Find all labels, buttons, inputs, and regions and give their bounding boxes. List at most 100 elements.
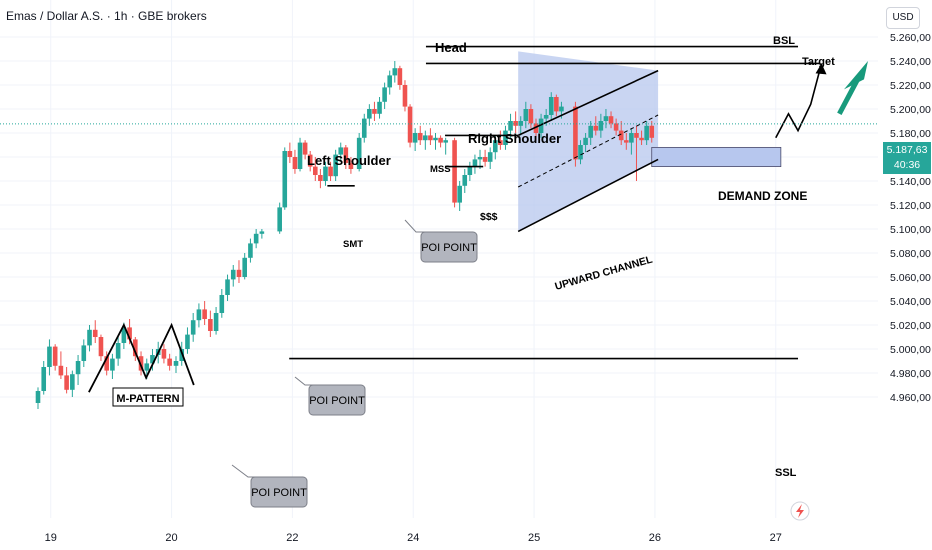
candle-body xyxy=(242,257,247,277)
currency-button[interactable]: USD xyxy=(886,7,920,29)
y-tick-label: 5.080,00 xyxy=(890,248,931,260)
candle-body xyxy=(498,140,503,145)
candle-body xyxy=(402,85,408,107)
candle-body xyxy=(438,137,443,143)
y-tick-label: 4.980,00 xyxy=(890,368,931,380)
candle-body xyxy=(81,345,87,361)
candle-body xyxy=(277,207,282,232)
candle-body xyxy=(508,121,513,131)
candle-body xyxy=(538,118,544,133)
candle-body xyxy=(328,166,333,177)
left-shoulder-label: Left Shoulder xyxy=(307,153,391,168)
y-tick-label: 5.040,00 xyxy=(890,296,931,308)
candle-body xyxy=(644,125,649,141)
candle-body xyxy=(559,106,564,112)
upward-channel-label: UPWARD CHANNEL xyxy=(554,253,655,293)
candle-body xyxy=(412,133,418,143)
y-tick-label: 5.020,00 xyxy=(890,320,931,332)
poi-pointer-2 xyxy=(294,376,320,386)
candle-body xyxy=(282,151,288,208)
candle-body xyxy=(608,116,614,124)
m-pattern-box xyxy=(112,387,184,407)
candle-body xyxy=(603,116,609,121)
candle-body xyxy=(382,87,387,102)
channel-bottom-line xyxy=(517,158,659,233)
candle-body xyxy=(397,68,403,85)
current-price-tag: 5.187,63 40:36 xyxy=(883,142,931,174)
candle-body xyxy=(513,121,518,126)
candle-body xyxy=(392,68,398,76)
channel-mid-line xyxy=(517,114,659,188)
poi-pointer-3 xyxy=(231,464,262,478)
candle-body xyxy=(457,185,462,203)
candle-body xyxy=(302,142,308,155)
candle-body xyxy=(173,361,179,366)
candle-body xyxy=(64,375,69,390)
projection-arrow-head xyxy=(815,63,827,75)
candle-body xyxy=(487,152,493,162)
x-tick-label: 26 xyxy=(649,532,661,544)
poi-box xyxy=(308,384,366,416)
x-tick-label: 22 xyxy=(286,532,298,544)
y-tick-label: 5.120,00 xyxy=(890,200,931,212)
symbol-title: Emas / Dollar A.S. · 1h · GBE brokers xyxy=(6,9,207,23)
projection-path xyxy=(775,63,823,139)
right-shoulder-label: Right Shoulder xyxy=(468,131,561,146)
candle-body xyxy=(248,243,253,258)
candle-body xyxy=(372,109,377,114)
candle-body xyxy=(312,166,318,175)
candle-body xyxy=(629,133,634,143)
candle-body xyxy=(588,125,593,138)
candle-body xyxy=(75,361,81,375)
candle-body xyxy=(225,279,230,295)
demand-zone-label: DEMAND ZONE xyxy=(718,189,807,203)
candle-body xyxy=(110,358,115,371)
channel-top-line xyxy=(517,69,659,137)
candle-body xyxy=(230,269,236,280)
candle-body xyxy=(583,137,588,145)
candle-body xyxy=(92,329,98,337)
candle-body xyxy=(208,319,213,331)
y-tick-label: 5.260,00 xyxy=(890,32,931,44)
candle-body xyxy=(423,135,428,141)
annotations: Head BSL Target Right Shoulder Left Shoulder… xyxy=(88,35,868,508)
candle-body xyxy=(593,125,599,131)
candle-body xyxy=(407,106,413,143)
poi-label: POI POINT xyxy=(421,242,477,254)
candle-body xyxy=(533,123,539,133)
candle-body xyxy=(161,349,167,359)
current-price-value: 5.187,63 xyxy=(886,144,928,156)
candle-body xyxy=(518,121,524,126)
candle-body xyxy=(58,365,64,376)
candle-body xyxy=(624,140,629,143)
candle-body xyxy=(613,123,619,131)
poi-box xyxy=(420,231,478,263)
zones xyxy=(518,51,782,232)
candle-body xyxy=(578,145,583,160)
y-tick-label: 5.240,00 xyxy=(890,56,931,68)
candle-body xyxy=(127,327,132,340)
bullish-arrow-shaft xyxy=(837,79,860,115)
poi-label: POI POINT xyxy=(251,487,307,499)
candle-body xyxy=(104,356,109,371)
poi-box xyxy=(250,476,308,508)
poi-point-box-2: POI POINT xyxy=(308,384,366,416)
candles xyxy=(35,61,655,409)
candle-body xyxy=(543,115,549,119)
candle-body xyxy=(253,233,259,244)
smt-label: SMT xyxy=(343,239,363,250)
m-pattern-zigzag xyxy=(88,322,195,393)
candle-body xyxy=(185,334,190,349)
candle-body xyxy=(472,159,478,167)
poi-point-box-3: POI POINT xyxy=(250,476,308,508)
candle-body xyxy=(52,346,58,366)
candle-body xyxy=(503,130,508,145)
candle-body xyxy=(598,121,604,131)
candle-body xyxy=(167,358,172,366)
candle-body xyxy=(356,137,362,169)
demand-zone-box xyxy=(651,146,782,167)
candle-body xyxy=(377,101,382,114)
candle-body xyxy=(482,157,488,162)
candle-body xyxy=(548,97,554,115)
